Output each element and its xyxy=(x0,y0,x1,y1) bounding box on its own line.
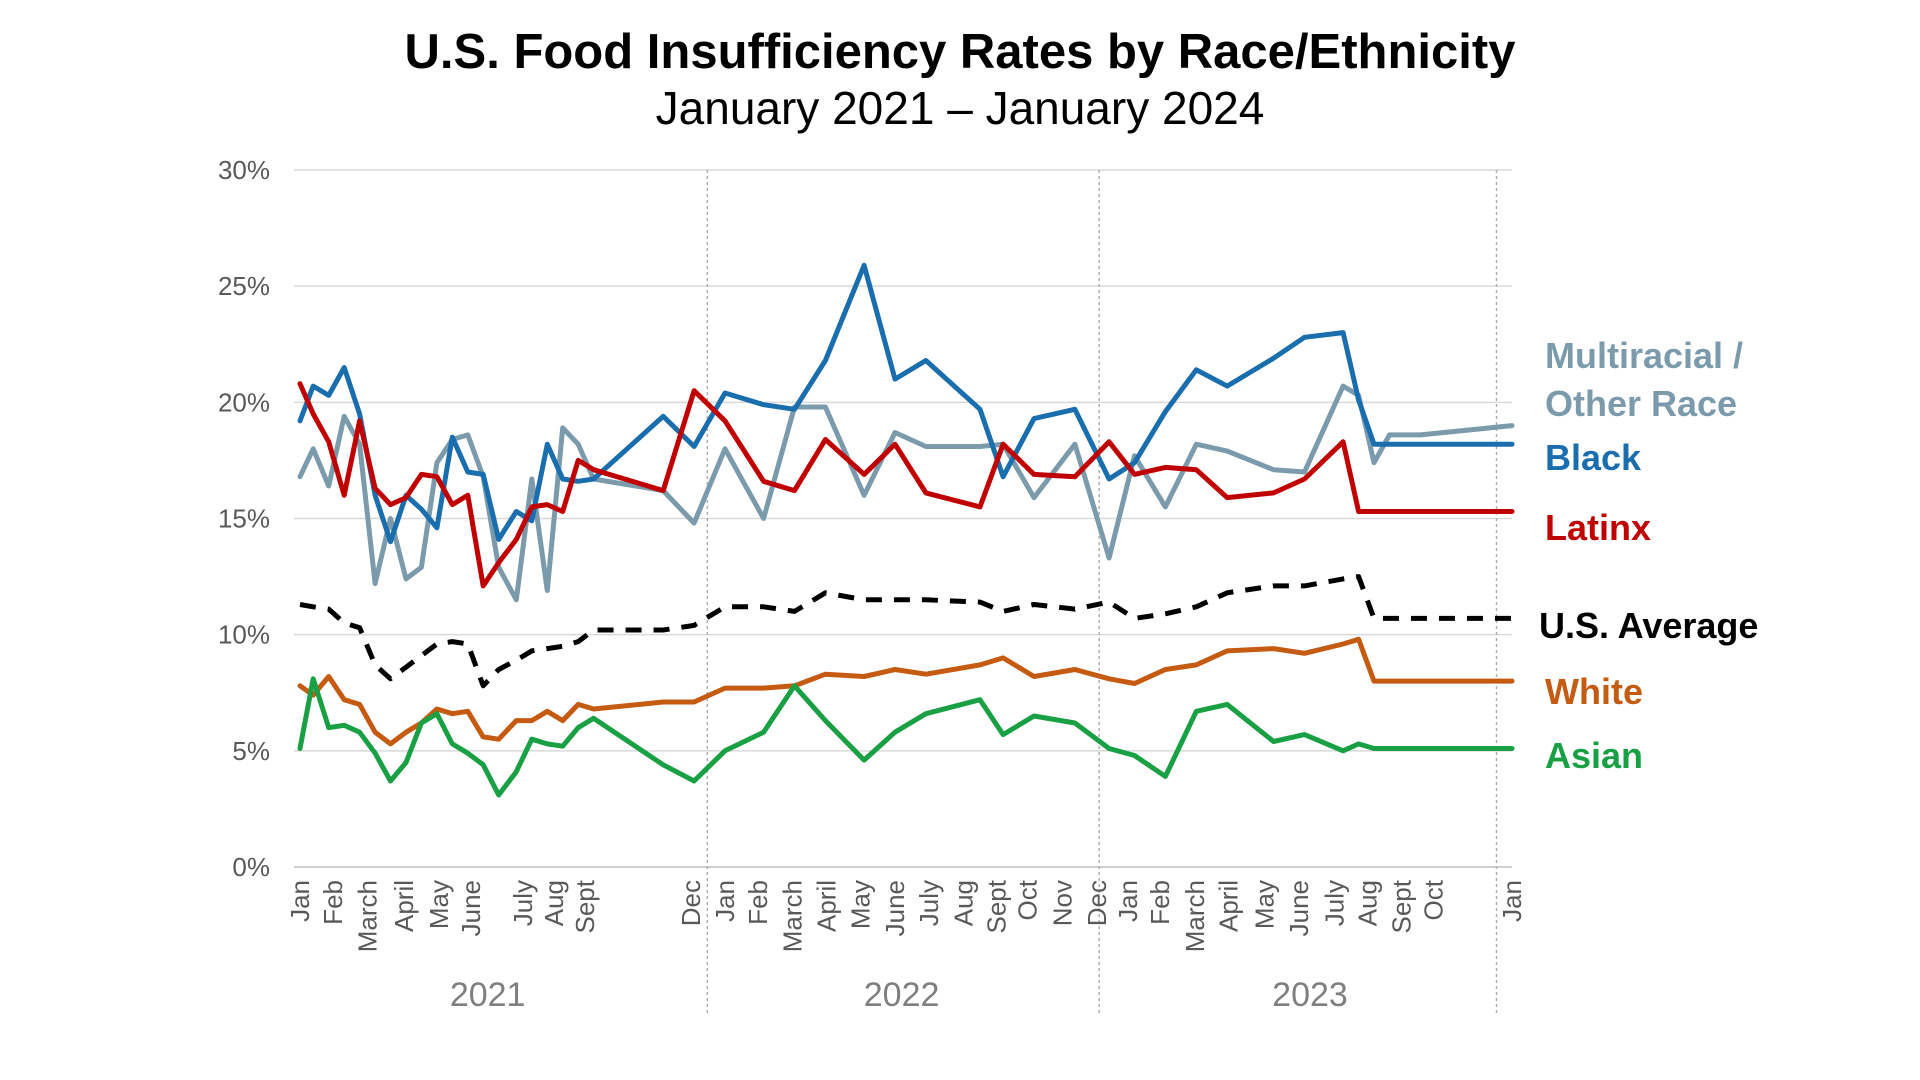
x-tick-label: April xyxy=(1213,880,1243,932)
x-tick-label: April xyxy=(812,880,842,932)
y-tick-label: 15% xyxy=(218,504,270,534)
x-tick-label: Jan xyxy=(1497,880,1527,922)
x-tick-label: May xyxy=(846,880,876,929)
series-label-us-average: U.S. Average xyxy=(1539,605,1758,646)
x-tick-label: Jan xyxy=(710,880,740,922)
series-label-multiracial: Other Race xyxy=(1545,383,1737,424)
x-tick-label: April xyxy=(389,880,419,932)
series-label-asian: Asian xyxy=(1545,735,1643,776)
series-lines xyxy=(297,262,1515,798)
x-tick-label: June xyxy=(880,880,910,936)
x-axis-ticks: Jan Feb March April May June July Aug Sept Dec Jan… xyxy=(285,879,1527,952)
chart-subtitle: January 2021 – January 2024 xyxy=(656,82,1265,134)
y-axis-ticks: 0% 5% 10% 15% 20% 25% 30% xyxy=(218,155,270,882)
x-tick-label: Sept xyxy=(570,879,600,933)
x-tick-label: Aug xyxy=(948,880,978,926)
gridlines xyxy=(294,169,1512,868)
y-tick-label: 5% xyxy=(232,736,270,766)
x-tick-label: May xyxy=(1250,880,1280,929)
series-label-white: White xyxy=(1545,671,1643,712)
x-tick-label: June xyxy=(456,880,486,936)
series-label-multiracial: Multiracial / xyxy=(1545,335,1743,376)
x-tick-label: May xyxy=(424,880,454,929)
x-tick-label: July xyxy=(914,880,944,926)
series-line-black xyxy=(297,262,1515,545)
y-tick-label: 20% xyxy=(218,387,270,417)
series-line-multiracial xyxy=(297,383,1515,603)
year-label: 2023 xyxy=(1272,976,1348,1014)
series-line-asian xyxy=(297,676,1515,798)
series-line-us-average xyxy=(299,574,1512,689)
x-tick-label: Oct xyxy=(1419,879,1449,920)
x-tick-label: June xyxy=(1284,880,1314,936)
y-tick-label: 30% xyxy=(218,155,270,185)
x-tick-label: July xyxy=(1319,880,1349,926)
x-tick-label: Jan xyxy=(1113,880,1143,922)
year-labels: 2021 2022 2023 xyxy=(450,976,1348,1014)
year-separators xyxy=(706,170,1498,1015)
series-label-black: Black xyxy=(1545,437,1642,478)
x-tick-label: Aug xyxy=(1352,880,1382,926)
series-labels: Multiracial / Other Race Black Latinx U.S. A… xyxy=(1539,335,1758,776)
x-tick-label: Nov xyxy=(1048,880,1078,926)
chart-title: U.S. Food Insufficiency Rates by Race/Et… xyxy=(405,25,1516,79)
year-label: 2022 xyxy=(864,976,940,1014)
x-tick-label: Jan xyxy=(285,880,315,922)
x-tick-label: March xyxy=(777,880,807,952)
x-tick-label: Feb xyxy=(318,880,348,925)
y-tick-label: 25% xyxy=(218,271,270,301)
x-tick-label: Dec xyxy=(1082,880,1112,926)
x-tick-label: March xyxy=(352,880,382,952)
series-line-white xyxy=(297,636,1515,747)
x-tick-label: Feb xyxy=(743,880,773,925)
x-tick-label: March xyxy=(1180,880,1210,952)
year-label: 2021 xyxy=(450,976,526,1014)
series-line-latinx xyxy=(297,381,1515,589)
x-tick-label: Dec xyxy=(676,880,706,926)
x-tick-label: Sept xyxy=(1387,879,1417,933)
x-tick-label: Oct xyxy=(1012,879,1042,920)
x-tick-label: Aug xyxy=(539,880,569,926)
y-tick-label: 0% xyxy=(232,852,270,882)
x-tick-label: July xyxy=(508,880,538,926)
x-tick-label: Sept xyxy=(982,879,1012,933)
x-tick-label: Feb xyxy=(1145,880,1175,925)
series-label-latinx: Latinx xyxy=(1545,507,1651,548)
y-tick-label: 10% xyxy=(218,620,270,650)
